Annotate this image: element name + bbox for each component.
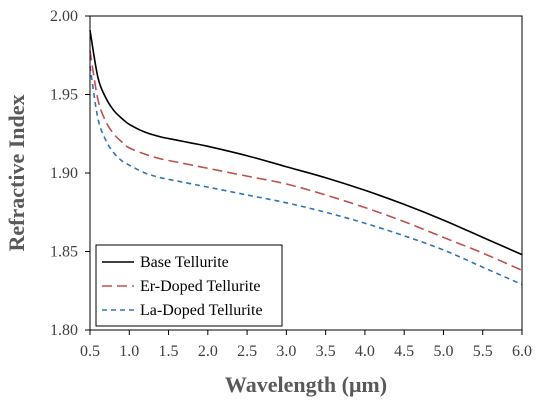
x-tick-label: 3.0 bbox=[276, 343, 296, 360]
plot-frame bbox=[85, 15, 523, 335]
y-tick-label: 2.00 bbox=[50, 8, 78, 25]
y-axis-title: Refractive Index bbox=[4, 94, 29, 251]
x-tick-label: 5.0 bbox=[433, 343, 453, 360]
series-line-3 bbox=[89, 66, 523, 286]
series-line-2 bbox=[89, 50, 523, 272]
legend: Base Tellurite Er-Doped Tellurite La-Doped… bbox=[95, 244, 283, 327]
y-tick-label: 1.90 bbox=[50, 165, 78, 182]
legend-label-1: Base Tellurite bbox=[140, 254, 229, 271]
tick-labels: 0.5 1.0 1.5 2.0 2.5 3.0 3.5 4.0 4.5 5.0 5.5 6.0 1.80… bbox=[50, 8, 532, 360]
x-axis-title: Wavelength (μm) bbox=[225, 372, 387, 397]
x-tick-label: 5.5 bbox=[473, 343, 493, 360]
x-tick-label: 0.5 bbox=[80, 343, 100, 360]
x-tick-label: 2.5 bbox=[237, 343, 257, 360]
x-tick-label: 4.0 bbox=[355, 343, 375, 360]
x-tick-label: 4.5 bbox=[394, 343, 414, 360]
series-line-1 bbox=[89, 29, 523, 256]
legend-label-3: La-Doped Tellurite bbox=[140, 302, 263, 319]
x-tick-label: 1.5 bbox=[159, 343, 179, 360]
y-tick-label: 1.95 bbox=[50, 87, 78, 104]
y-tick-label: 1.80 bbox=[50, 322, 78, 339]
x-tick-label: 2.0 bbox=[198, 343, 218, 360]
legend-label-2: Er-Doped Tellurite bbox=[140, 278, 260, 295]
series-layer bbox=[89, 29, 523, 286]
x-tick-label: 3.5 bbox=[316, 343, 336, 360]
x-tick-label: 1.0 bbox=[119, 343, 139, 360]
x-tick-label: 6.0 bbox=[512, 343, 532, 360]
y-tick-label: 1.85 bbox=[50, 244, 78, 261]
